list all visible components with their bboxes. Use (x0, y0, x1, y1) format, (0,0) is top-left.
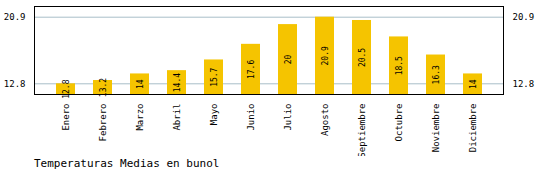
svg-text:Febrero: Febrero (98, 104, 108, 142)
svg-text:12.8: 12.8 (62, 79, 71, 98)
svg-text:12.8: 12.8 (513, 79, 535, 89)
svg-text:20: 20 (284, 55, 293, 65)
svg-text:20.9: 20.9 (513, 12, 535, 22)
svg-text:Octubre: Octubre (394, 104, 404, 142)
svg-text:16.3: 16.3 (432, 65, 441, 84)
svg-text:14.4: 14.4 (173, 73, 182, 92)
svg-text:20.9: 20.9 (321, 46, 330, 65)
svg-text:14: 14 (136, 79, 145, 89)
svg-text:Septiembre: Septiembre (357, 104, 367, 157)
svg-text:17.6: 17.6 (247, 60, 256, 79)
svg-text:Abril: Abril (172, 104, 182, 131)
svg-text:20.9: 20.9 (4, 12, 26, 22)
svg-text:Marzo: Marzo (135, 104, 145, 131)
svg-text:Enero: Enero (61, 104, 71, 131)
svg-text:12.8: 12.8 (4, 79, 26, 89)
svg-text:Noviembre: Noviembre (431, 104, 441, 153)
svg-text:20.5: 20.5 (358, 48, 367, 67)
svg-text:Agosto: Agosto (320, 104, 330, 137)
svg-text:Junio: Junio (246, 104, 256, 131)
svg-text:18.5: 18.5 (395, 56, 404, 75)
svg-text:15.7: 15.7 (210, 67, 219, 86)
svg-text:Mayo: Mayo (209, 104, 219, 126)
svg-text:14: 14 (469, 79, 478, 89)
svg-text:Julio: Julio (283, 104, 293, 131)
html-text:Temperaturas Medias en bunol: Temperaturas Medias en bunol (34, 157, 220, 170)
svg-text:13.2: 13.2 (98, 77, 108, 98)
svg-text:Diciembre: Diciembre (468, 104, 478, 153)
